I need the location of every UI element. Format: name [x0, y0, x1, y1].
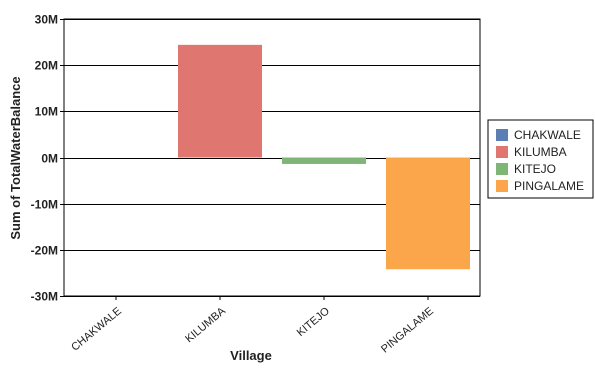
legend-swatch-kitejo: [496, 163, 508, 175]
legend-label-chakwale: CHAKWALE: [514, 128, 581, 142]
x-tick-label-pingalame: PINGALAME: [379, 305, 436, 355]
y-axis-title: Sum of TotalWaterBalance: [8, 76, 23, 239]
legend-label-pingalame: PINGALAME: [514, 179, 584, 193]
y-axis-ticks: 30M 20M 10M 0M -10M -20M -30M: [31, 13, 64, 304]
legend-label-kilumba: KILUMBA: [514, 145, 567, 159]
y-tick-label: 0M: [41, 152, 58, 166]
legend-items: CHAKWALE KILUMBA KITEJO PINGALAME: [496, 128, 584, 193]
y-tick-label: 30M: [35, 13, 58, 27]
legend-swatch-kilumba: [496, 146, 508, 158]
y-tick-label: 10M: [35, 105, 58, 119]
legend-swatch-chakwale: [496, 129, 508, 141]
legend-label-kitejo: KITEJO: [514, 162, 556, 176]
x-axis-title: Village: [230, 348, 272, 363]
bar-kitejo: [282, 157, 366, 164]
x-axis-ticks: CHAKWALE KILUMBA KITEJO PINGALAME: [69, 296, 436, 356]
y-tick-label: -10M: [31, 198, 58, 212]
y-tick-label: -30M: [31, 290, 58, 304]
x-tick-label-kitejo: KITEJO: [295, 305, 333, 339]
y-tick-label: -20M: [31, 244, 58, 258]
legend: CHAKWALE KILUMBA KITEJO PINGALAME: [487, 119, 594, 199]
bars: [178, 44, 470, 270]
x-tick-label-chakwale: CHAKWALE: [69, 305, 124, 354]
bar-pingalame: [386, 157, 470, 270]
y-tick-label: 20M: [35, 59, 58, 73]
x-tick-label-kilumba: KILUMBA: [183, 305, 228, 346]
plot-area-frame: [63, 18, 481, 297]
legend-swatch-pingalame: [496, 180, 508, 192]
bar-kilumba: [178, 44, 262, 158]
